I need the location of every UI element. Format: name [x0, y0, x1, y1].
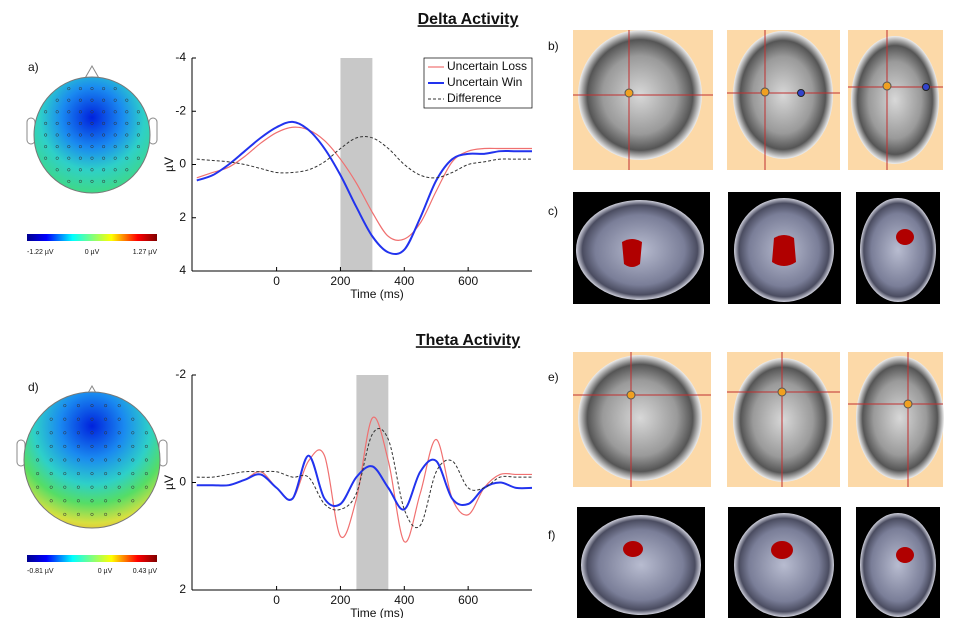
shaded-window	[356, 375, 388, 590]
colorbar-label: 0.43 µV	[133, 568, 158, 575]
y-tick-label: 2	[179, 210, 186, 224]
colorbar-label: 1.27 µV	[133, 249, 158, 256]
x-tick-label: 600	[458, 593, 478, 607]
panel-label: b)	[548, 39, 559, 53]
x-axis-label: Time (ms)	[350, 606, 404, 618]
brain-images	[573, 30, 944, 618]
chart-title: Delta Activity	[418, 11, 519, 28]
panel-label: e)	[548, 370, 559, 384]
y-tick-label: -2	[175, 367, 186, 381]
colorbar-label: -0.81 µV	[27, 568, 54, 575]
chart-title: Theta Activity	[416, 332, 520, 349]
x-tick-label: 400	[394, 593, 414, 607]
x-tick-label: 400	[394, 274, 414, 288]
colorbar-label: -1.22 µV	[27, 249, 54, 256]
x-tick-label: 0	[273, 593, 280, 607]
y-tick-label: 0	[179, 157, 186, 171]
y-tick-label: -2	[175, 103, 186, 117]
colorbar-label: 0 µV	[85, 249, 100, 256]
shaded-window	[340, 58, 372, 271]
legend-label: Uncertain Win	[447, 75, 522, 89]
y-tick-label: -4	[175, 50, 186, 64]
x-axis-label: Time (ms)	[350, 287, 404, 301]
panel-label: a)	[28, 60, 39, 74]
topomap	[17, 386, 167, 562]
x-tick-label: 200	[330, 274, 350, 288]
panel-label: d)	[28, 380, 39, 394]
y-axis-label: µV	[162, 475, 176, 490]
y-axis-label: µV	[162, 157, 176, 172]
x-tick-label: 600	[458, 274, 478, 288]
figure: a) b) c) d) e) f) -1.22 µV 0 µV 1.27 µV …	[0, 0, 953, 618]
x-tick-label: 0	[273, 274, 280, 288]
x-tick-label: 200	[330, 593, 350, 607]
colorbar-label: 0 µV	[98, 568, 113, 575]
y-tick-label: 4	[179, 263, 186, 277]
legend-label: Difference	[447, 91, 502, 105]
panel-label: f)	[548, 528, 555, 542]
legend-label: Uncertain Loss	[447, 59, 527, 73]
y-tick-label: 0	[179, 475, 186, 489]
panel-label: c)	[548, 204, 558, 218]
y-tick-label: 2	[179, 582, 186, 596]
topomap	[27, 66, 157, 241]
